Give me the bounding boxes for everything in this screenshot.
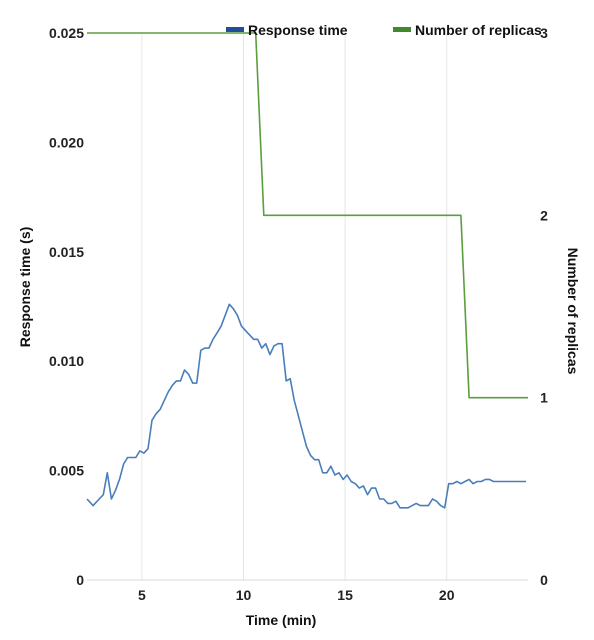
y-right-tick-label: 0 (540, 572, 548, 588)
legend: Response time Number of replicas (226, 22, 542, 38)
series-line-response-time (86, 303, 526, 509)
y-axis-right-title: Number of replicas (565, 248, 581, 375)
vertical-gridlines (141, 33, 448, 580)
legend-swatch-number-of-replicas (393, 27, 411, 32)
legend-label-response-time: Response time (248, 22, 348, 38)
x-tick-label: 15 (337, 587, 353, 603)
x-tick-label: 5 (138, 587, 146, 603)
y-right-tick-label: 3 (540, 25, 548, 41)
y-left-tick-label: 0 (76, 572, 84, 588)
tick-labels: 5 10 15 20 0 0.005 0.010 0.015 0.020 0.025 0 1 2 3 (49, 25, 548, 603)
y-left-tick-label: 0.015 (49, 244, 84, 260)
y-left-tick-label: 0.025 (49, 25, 84, 41)
legend-label-number-of-replicas: Number of replicas (415, 22, 542, 38)
y-right-tick-label: 2 (540, 207, 548, 223)
y-left-tick-label: 0.020 (49, 134, 84, 150)
series-lines (86, 32, 528, 509)
y-right-tick-label: 1 (540, 390, 548, 406)
y-left-tick-label: 0.005 (49, 463, 84, 479)
x-tick-label: 10 (236, 587, 252, 603)
y-axis-left-title: Response time (s) (17, 227, 33, 348)
y-left-tick-label: 0.010 (49, 353, 84, 369)
series-line-number-of-replicas (87, 32, 528, 399)
legend-swatch-response-time (226, 27, 244, 32)
x-tick-label: 20 (439, 587, 455, 603)
x-axis-title: Time (min) (246, 612, 317, 628)
